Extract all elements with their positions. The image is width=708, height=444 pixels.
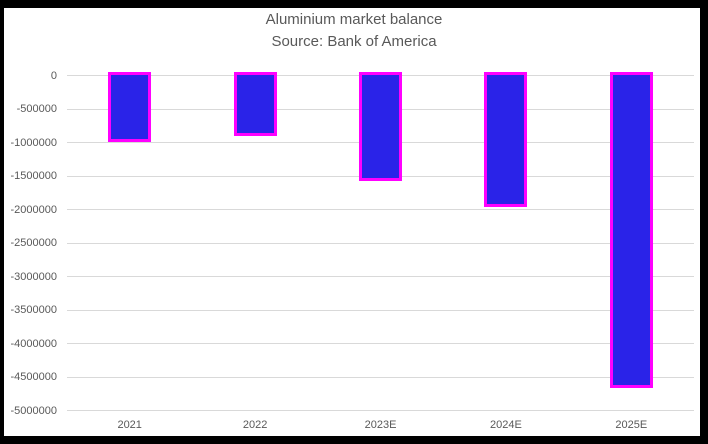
gridline [67,209,694,210]
y-axis-tick-label: -3500000 [10,304,58,316]
x-axis-tick-label: 2025E [615,419,648,431]
y-axis-tick-label: -2500000 [10,237,58,249]
gridline [67,410,694,411]
y-axis-tick-label: -5000000 [10,404,58,417]
y-axis-tick-label: -4500000 [10,371,58,383]
y-axis-tick-label: -1500000 [10,170,58,182]
y-axis-tick-label: 0 [50,69,57,82]
y-axis-tick-label: -2000000 [10,203,58,216]
plot-area: 0 -500000 -1000000 -1500000 -2000000 -2500000… [11,70,694,431]
gridline [67,276,694,277]
x-axis-tick-label: 2022 [242,419,268,431]
x-axis-tick-label: 2023E [364,419,397,431]
bar-2022 [233,72,277,136]
y-axis-tick-label: -1000000 [10,136,58,149]
bar-2025E [609,72,653,388]
gridline [67,376,694,378]
x-axis-tick-label: 2024E [489,419,522,431]
bar-2023E [359,72,402,181]
bar-2021 [108,72,152,142]
y-axis-tick-label: -4000000 [10,337,58,350]
y-axis-tick-label: -500000 [16,103,57,115]
chart-title: Aluminium market balance [265,11,443,28]
bar-2024E [484,72,528,207]
y-axis-tick-label: -3000000 [10,270,58,283]
gridline [67,242,694,244]
x-axis-tick-label: 2021 [117,419,142,431]
chart-subtitle: Source: Bank of America [271,33,437,50]
gridline [67,343,694,344]
gridline [67,309,694,311]
title-block: Aluminium market balance Source: Bank of… [0,9,708,53]
